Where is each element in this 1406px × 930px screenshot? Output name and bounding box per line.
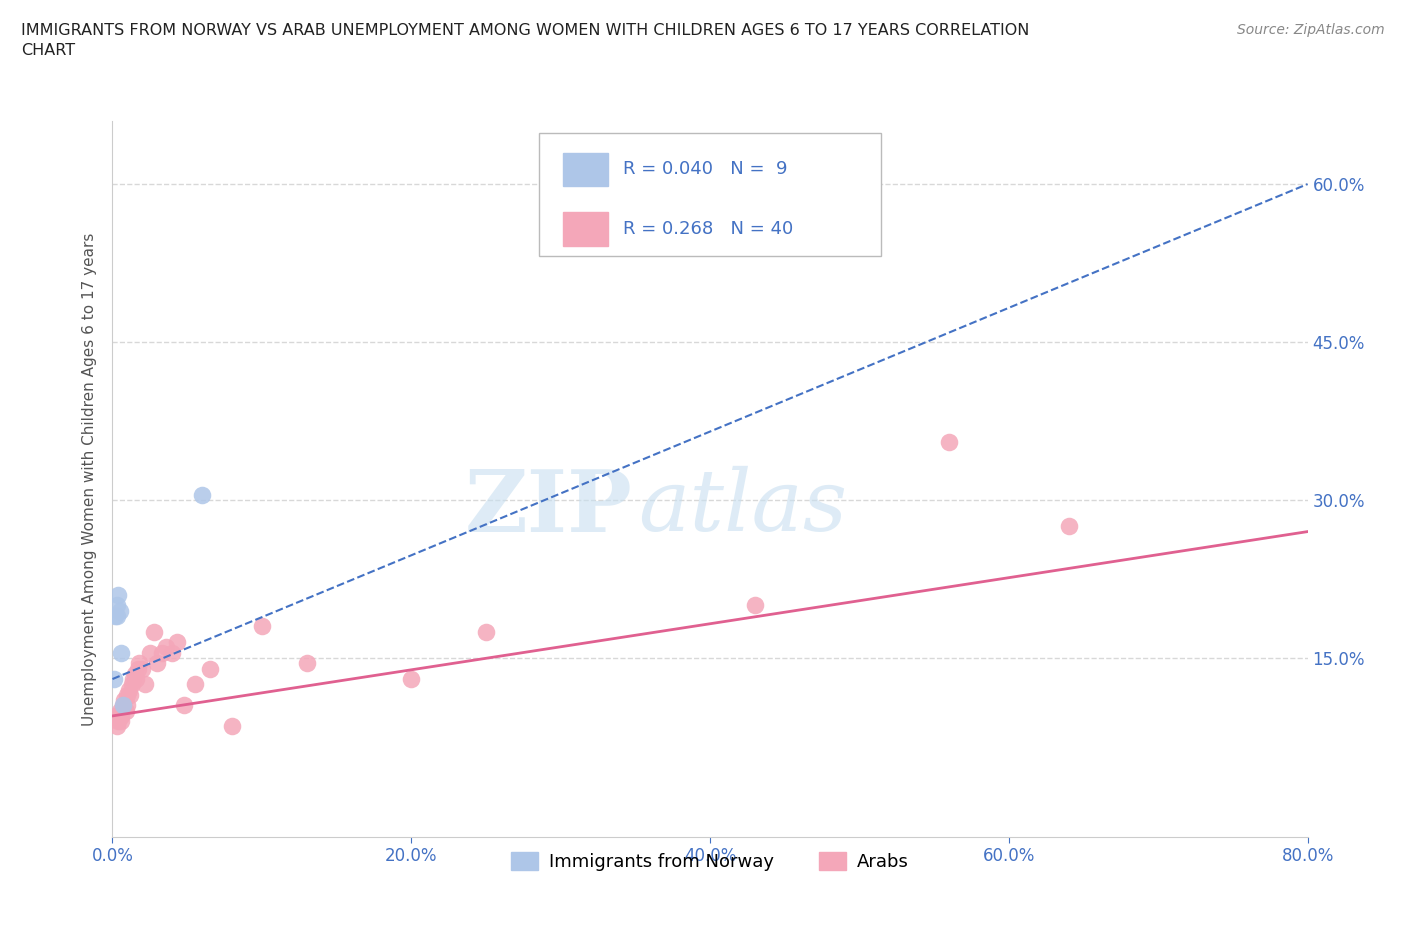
Legend: Immigrants from Norway, Arabs: Immigrants from Norway, Arabs [503, 844, 917, 878]
Point [191, 487, 214, 502]
Point [111, 698, 134, 712]
Point [198, 661, 221, 676]
Point [1057, 519, 1080, 534]
Point [139, 645, 162, 660]
Point [108, 604, 131, 618]
Point [121, 677, 143, 692]
Point [107, 713, 129, 728]
Point [124, 666, 146, 681]
Point [938, 434, 960, 449]
Point [221, 719, 243, 734]
Point [122, 671, 145, 686]
FancyBboxPatch shape [562, 212, 609, 246]
Point [104, 608, 127, 623]
Point [105, 608, 128, 623]
Y-axis label: Unemployment Among Women with Children Ages 6 to 17 years: Unemployment Among Women with Children A… [82, 232, 97, 725]
Point [103, 671, 125, 686]
FancyBboxPatch shape [562, 153, 609, 186]
Point [475, 624, 498, 639]
Point [117, 698, 139, 712]
Text: atlas: atlas [638, 466, 848, 549]
Point [295, 656, 318, 671]
Point [115, 703, 138, 718]
Point [108, 703, 131, 718]
Point [150, 645, 173, 660]
Point [108, 709, 131, 724]
Point [111, 698, 134, 712]
Point [105, 598, 128, 613]
Text: R = 0.040   N =  9: R = 0.040 N = 9 [623, 160, 787, 179]
Point [105, 719, 128, 734]
Point [117, 687, 139, 702]
Point [110, 713, 132, 728]
Point [107, 588, 129, 603]
Point [125, 671, 148, 686]
Point [166, 635, 188, 650]
Point [173, 698, 195, 712]
FancyBboxPatch shape [538, 133, 882, 256]
Point [146, 656, 169, 671]
Point [120, 687, 142, 702]
Point [401, 671, 423, 686]
Point [744, 598, 766, 613]
Point [128, 656, 150, 671]
Text: R = 0.268   N = 40: R = 0.268 N = 40 [623, 219, 793, 238]
Point [250, 619, 273, 634]
Point [110, 645, 132, 660]
Point [183, 677, 205, 692]
Point [104, 709, 127, 724]
Text: IMMIGRANTS FROM NORWAY VS ARAB UNEMPLOYMENT AMONG WOMEN WITH CHILDREN AGES 6 TO : IMMIGRANTS FROM NORWAY VS ARAB UNEMPLOYM… [21, 23, 1029, 58]
Point [118, 682, 141, 697]
Text: ZIP: ZIP [464, 466, 633, 550]
Point [114, 693, 135, 708]
Point [143, 624, 166, 639]
Point [127, 661, 149, 676]
Point [134, 677, 156, 692]
Point [162, 645, 183, 660]
Text: Source: ZipAtlas.com: Source: ZipAtlas.com [1237, 23, 1385, 37]
Point [155, 640, 177, 655]
Point [131, 661, 153, 676]
Point [110, 709, 132, 724]
